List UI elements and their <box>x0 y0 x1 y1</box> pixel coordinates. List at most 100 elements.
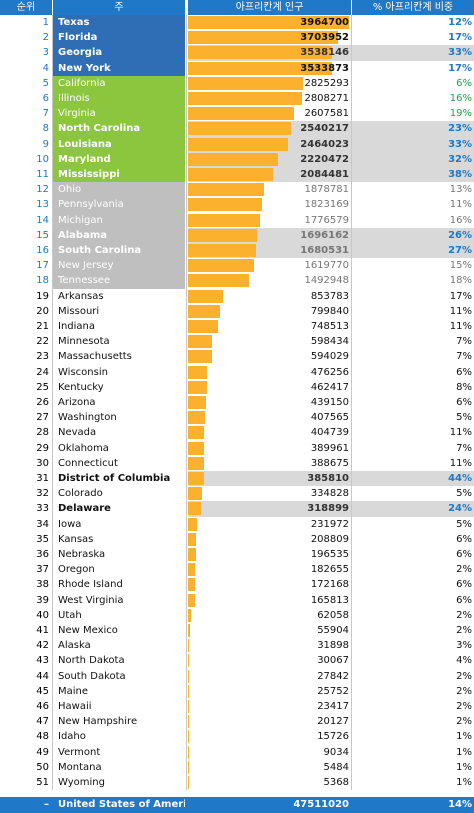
table-row: 16 South Carolina 1680531 27% <box>0 243 474 258</box>
state-cell: South Carolina <box>58 245 142 256</box>
share-cell: 13% <box>449 184 472 196</box>
state-cell: Florida <box>58 32 98 44</box>
population-cell: 2084481 <box>300 169 349 180</box>
share-cell: 17% <box>449 290 472 302</box>
rank-cell: 29 <box>36 442 49 454</box>
share-cell: 6% <box>456 366 472 378</box>
state-cell: District of Columbia <box>58 473 171 484</box>
population-cell: 3964700 <box>300 17 349 28</box>
population-bar <box>188 137 289 151</box>
state-cell: North Carolina <box>58 123 141 135</box>
population-bar <box>188 198 263 212</box>
population-bar <box>188 396 206 409</box>
state-group-fill <box>53 15 185 31</box>
share-cell: 24% <box>448 503 472 515</box>
share-cell: 11% <box>449 427 472 439</box>
rank-cell: 49 <box>36 746 49 758</box>
rank-cell: 27 <box>36 412 49 424</box>
table-row: 25 Kentucky 462417 8% <box>0 380 474 395</box>
total-state: United States of America <box>58 799 185 810</box>
state-cell: Indiana <box>58 321 96 332</box>
share-cell: 11% <box>449 199 472 211</box>
population-cell: 5484 <box>323 761 349 773</box>
state-cell: Kentucky <box>58 381 104 393</box>
population-bar <box>188 259 254 273</box>
state-cell: Rhode Island <box>58 579 123 591</box>
table-row: 44 South Dakota 27842 2% <box>0 669 474 684</box>
state-cell: Wyoming <box>58 777 105 788</box>
rank-cell: 4 <box>42 62 49 74</box>
population-bar <box>188 760 189 774</box>
share-cell: 11% <box>449 457 472 469</box>
population-bar <box>188 76 303 90</box>
population-cell: 598434 <box>310 336 349 348</box>
rank-cell: 36 <box>36 549 49 560</box>
rank-cell: 35 <box>36 533 49 545</box>
population-bar <box>188 320 219 333</box>
population-bar <box>188 304 221 318</box>
population-cell: 389961 <box>310 442 349 454</box>
share-cell: 32% <box>448 153 472 165</box>
share-cell: 6% <box>456 397 472 408</box>
share-cell: 1% <box>456 731 472 743</box>
state-group-fill <box>53 45 185 61</box>
population-cell: 9034 <box>323 746 349 758</box>
population-cell: 3703952 <box>300 32 349 44</box>
rank-cell: 47 <box>36 716 49 728</box>
rank-cell: 30 <box>36 457 49 469</box>
state-group-fill <box>53 182 185 198</box>
share-header: % 아프리칸계 비중 <box>352 0 474 15</box>
state-group-fill <box>53 227 185 244</box>
highlight-band <box>188 227 474 243</box>
population-header: 아프리칸계 인구 <box>188 0 351 15</box>
population-cell: 388675 <box>310 457 349 469</box>
table-row: 38 Rhode Island 172168 6% <box>0 577 474 592</box>
state-cell: West Virginia <box>58 594 124 606</box>
share-cell: 2% <box>456 685 472 697</box>
population-cell: 1878781 <box>304 184 349 196</box>
population-cell: 476256 <box>310 366 349 378</box>
state-cell: Connecticut <box>58 457 118 469</box>
table-row: 39 West Virginia 165813 6% <box>0 593 474 608</box>
highlight-band <box>188 243 474 259</box>
state-cell: Minnesota <box>58 336 110 348</box>
rank-cell: 26 <box>36 397 49 408</box>
share-cell: 15% <box>449 260 472 272</box>
share-cell: 1% <box>456 761 472 773</box>
state-cell: Tennessee <box>58 275 111 287</box>
population-bar <box>188 548 196 561</box>
state-cell: Arizona <box>58 397 96 408</box>
population-cell: 2607581 <box>304 108 349 120</box>
state-cell: New Hampshire <box>58 716 138 728</box>
table-row: 26 Arizona 439150 6% <box>0 395 474 410</box>
total-value: 47511020 <box>293 799 349 810</box>
share-cell: 18% <box>449 275 472 287</box>
state-group-fill <box>53 106 185 122</box>
population-cell: 231972 <box>310 518 349 530</box>
state-cell: Louisiana <box>58 138 112 150</box>
table-row: 33 Delaware 318899 24% <box>0 501 474 516</box>
rank-cell: 40 <box>36 609 49 621</box>
state-cell: Pennsylvania <box>58 199 124 211</box>
population-bar <box>188 472 204 485</box>
state-group-fill <box>53 197 185 213</box>
population-bar <box>188 92 303 105</box>
population-bar <box>188 46 332 60</box>
population-cell: 55904 <box>317 625 349 636</box>
state-cell: Hawaii <box>58 701 92 712</box>
share-cell: 11% <box>449 305 472 317</box>
table-row: 46 Hawaii 23417 2% <box>0 699 474 714</box>
table-row: 7 Virginia 2607581 19% <box>0 106 474 121</box>
table-row: 4 New York 3533873 17% <box>0 61 474 76</box>
state-cell: New York <box>58 62 111 74</box>
table-row: 50 Montana 5484 1% <box>0 760 474 775</box>
population-cell: 15726 <box>317 731 349 743</box>
state-cell: Maryland <box>58 153 111 165</box>
state-cell: Alabama <box>58 229 107 241</box>
population-cell: 5368 <box>323 777 349 788</box>
rank-cell: 20 <box>36 305 49 317</box>
table-row: 51 Wyoming 5368 1% <box>0 775 474 790</box>
population-cell: 27842 <box>317 670 349 682</box>
population-bar <box>188 669 190 683</box>
population-cell: 208809 <box>310 533 349 545</box>
